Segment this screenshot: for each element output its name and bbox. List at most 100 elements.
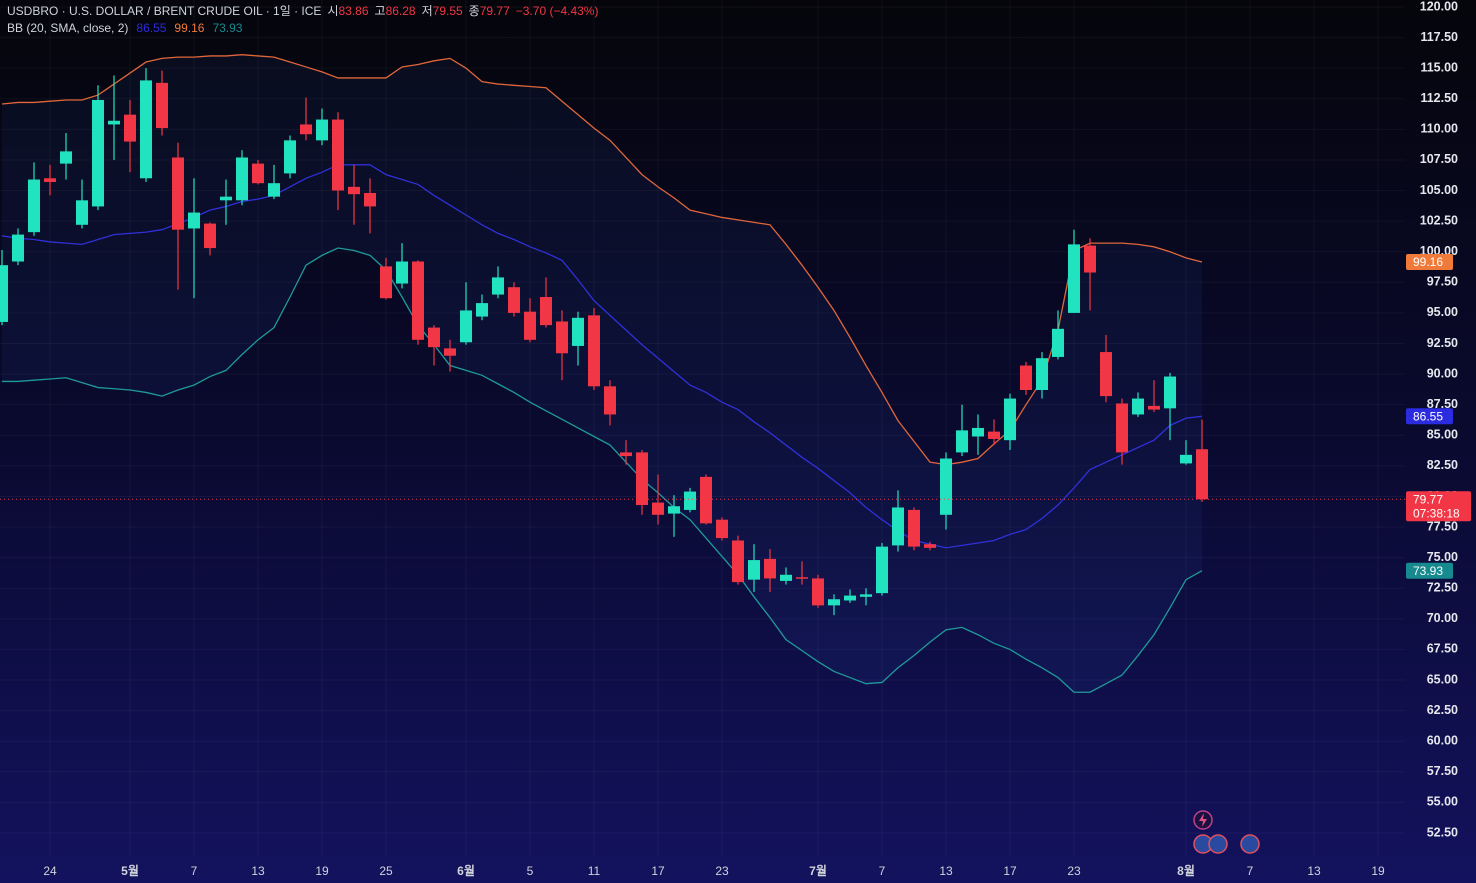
candle-body — [844, 595, 856, 601]
y-tick-label: 105.00 — [1420, 183, 1458, 197]
candle-body — [332, 119, 344, 191]
flag-icon[interactable] — [1208, 834, 1228, 854]
open-label: 시 — [327, 4, 338, 18]
candle-body — [0, 265, 8, 322]
candle-body — [508, 287, 520, 313]
x-tick-label: 19 — [315, 864, 329, 878]
candle-body — [620, 452, 632, 457]
candle-body — [300, 124, 312, 135]
candle-body — [428, 327, 440, 348]
lightning — [1199, 813, 1207, 827]
y-tick-label: 72.50 — [1427, 581, 1458, 595]
low-value: 79.55 — [433, 4, 463, 18]
x-tick-label: 24 — [43, 864, 57, 878]
x-tick-label: 13 — [939, 864, 953, 878]
candle-body — [1132, 398, 1144, 415]
y-tick-label: 55.00 — [1427, 795, 1458, 809]
high-label: 고 — [375, 4, 386, 18]
candle-body — [268, 183, 280, 197]
event-icons — [1193, 810, 1260, 854]
candle-body — [380, 266, 392, 299]
grid — [0, 0, 1405, 855]
candle-body — [828, 599, 840, 606]
candle-body — [156, 82, 168, 129]
candle-body — [892, 507, 904, 546]
y-tick-label: 85.00 — [1427, 428, 1458, 442]
high-value: 86.28 — [386, 4, 416, 18]
candle-body — [684, 491, 696, 510]
x-tick-label: 13 — [251, 864, 265, 878]
lower-value: 73.93 — [212, 21, 242, 35]
candle-body — [876, 546, 888, 594]
y-tick-label: 115.00 — [1420, 60, 1458, 74]
candle-body — [12, 234, 24, 262]
x-tick-label: 17 — [1003, 864, 1017, 878]
x-tick-label: 23 — [1067, 864, 1081, 878]
candle-body — [764, 558, 776, 579]
plot — [0, 54, 1405, 693]
candle-body — [652, 502, 664, 515]
candle-body — [940, 458, 952, 515]
band-line — [1, 164, 1203, 549]
y-tick-label: 82.50 — [1427, 458, 1458, 472]
candle-body — [604, 386, 616, 415]
candle-body — [988, 431, 1000, 439]
candle-body — [1196, 449, 1208, 500]
candle-body — [860, 594, 872, 597]
x-tick-label: 17 — [651, 864, 665, 878]
candle-body — [1164, 376, 1176, 409]
close-label: 종 — [469, 4, 480, 18]
y-tick-label: 95.00 — [1427, 305, 1458, 319]
candle-body — [1100, 352, 1112, 397]
x-tick-label: 7월 — [809, 863, 827, 878]
upper-value: 99.16 — [174, 21, 204, 35]
candle-body — [524, 311, 536, 340]
candle-body — [60, 151, 72, 164]
y-tick-label: 102.50 — [1420, 213, 1458, 227]
x-tick-label: 11 — [588, 864, 601, 878]
x-tick-label: 7 — [1247, 864, 1254, 878]
x-tick-label: 19 — [1371, 864, 1385, 878]
price-tag-label: 73.93 — [1413, 564, 1443, 578]
candle-body — [1004, 398, 1016, 441]
price-tag — [1406, 491, 1471, 522]
candle-body — [588, 315, 600, 387]
change: −3.70 (−4.43%) — [516, 4, 599, 18]
candle-body — [700, 476, 712, 524]
candle-body — [188, 212, 200, 229]
candle-body — [540, 296, 552, 326]
candle-body — [92, 99, 104, 207]
y-tick-label: 75.00 — [1427, 550, 1458, 564]
candle-body — [1148, 405, 1160, 410]
y-tick-label: 57.50 — [1427, 764, 1458, 778]
price-tag — [1406, 253, 1453, 270]
y-tick-label: 52.50 — [1427, 825, 1458, 839]
candle-body — [140, 80, 152, 179]
candle-body — [476, 303, 488, 317]
candle-body — [492, 277, 504, 295]
candle-body — [444, 348, 456, 356]
candle-body — [1052, 328, 1064, 357]
x-tick-label: 8월 — [1177, 863, 1195, 878]
open-value: 83.86 — [338, 4, 368, 18]
x-tick-label: 6월 — [457, 863, 475, 878]
x-tick-label: 25 — [379, 864, 393, 878]
candle-body — [44, 178, 56, 182]
candle-body — [108, 120, 120, 125]
candle-body — [796, 577, 808, 579]
candle-body — [396, 261, 408, 284]
x-tick-label: 5월 — [121, 863, 139, 878]
band-line — [2, 247, 1203, 693]
y-tick-label: 92.50 — [1427, 336, 1458, 350]
candle-body — [908, 509, 920, 547]
y-tick-label: 97.50 — [1427, 275, 1458, 289]
flag-icon[interactable] — [1240, 834, 1260, 854]
y-tick-label: 70.00 — [1427, 611, 1458, 625]
y-tick-label: 107.50 — [1420, 152, 1458, 166]
candle-body — [636, 452, 648, 506]
y-tick-label: 67.50 — [1427, 642, 1458, 656]
y-tick-label: 60.00 — [1427, 733, 1458, 747]
candle-body — [460, 310, 472, 343]
